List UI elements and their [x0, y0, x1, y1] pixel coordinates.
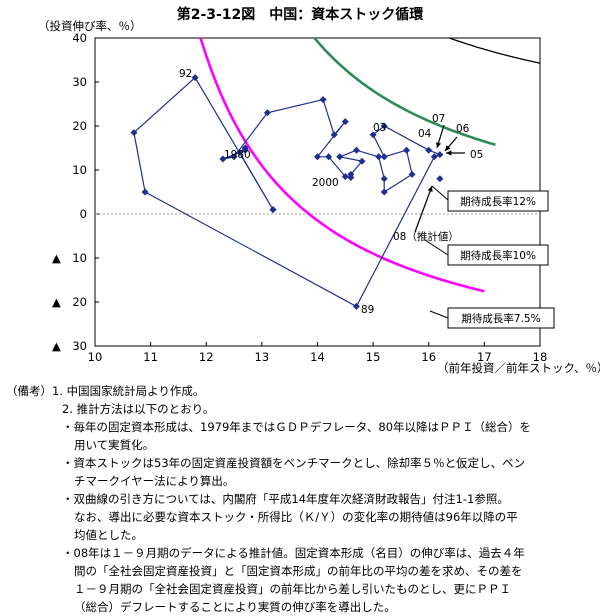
legend-box: [447, 244, 549, 266]
note-line: ・資本ストックは53年の固定資産投資額をベンチマークとし、除却率５％と仮定し、ベ…: [62, 456, 526, 470]
data-point: [219, 155, 227, 163]
legend-label: 期待成長率7.5%: [461, 312, 540, 325]
note-line: ・毎年の固定資本形成は、1979年まではＧＤＰデフレータ、80年以降はＰＰＩ（総…: [62, 420, 532, 434]
x-tick-label: 18: [533, 350, 548, 364]
y-tick-label: ▲ 20: [52, 295, 87, 309]
note-line: （総合）デフレートすることにより実質の伸び率を導出した。: [74, 600, 396, 614]
data-point: [269, 206, 277, 214]
data-point: [358, 157, 366, 165]
chart-title: 第2-3-12図 中国：資本ストック循環: [176, 7, 424, 23]
x-tick-label: 11: [143, 350, 158, 364]
note-line: なお、導出に必要な資本ストック・所得比（Ｋ/Ｙ）の変化率の期待値は96年以降の平: [74, 510, 518, 524]
arrow-head: [446, 150, 452, 156]
legend-leader: [429, 310, 449, 319]
y-tick-label: ▲ 30: [52, 339, 87, 353]
data-point: [336, 153, 344, 161]
data-point: [314, 153, 321, 161]
data-point: [236, 148, 244, 156]
note-line: １－９月期の「全社会固定資産投資」の前年比から差し引いたものとし、更にＰＰＩ: [74, 582, 511, 596]
y-tick-label: 10: [72, 163, 87, 177]
series: [130, 74, 444, 310]
data-point: [319, 96, 327, 104]
note-line: 均値とした。: [74, 528, 143, 542]
data-point: [436, 151, 444, 159]
data-point: [380, 122, 388, 130]
data-point: [325, 153, 333, 161]
data-point: [341, 173, 349, 181]
data-point: [380, 175, 388, 183]
point-label: 05: [470, 149, 483, 161]
data-point: [403, 146, 410, 154]
axes: 10 11 12 13 14 15 16 17 18 40 30 20 10 0 ▲ 10 ▲ 20 ▲ 30: [52, 31, 547, 364]
x-tick-label: 13: [255, 350, 270, 364]
arrow-head: [445, 145, 451, 151]
point-label: 03: [373, 122, 386, 134]
note-line: 2. 推計方法は以下のとおり。: [62, 402, 215, 416]
note-line: （備考）1. 中国国家統計局より作成。: [6, 384, 205, 398]
data-point: [408, 170, 416, 178]
x-tick-label: 15: [366, 350, 381, 364]
legend-leader: [424, 239, 449, 256]
data-point: [380, 153, 388, 161]
note-line: ・08年は１－９月期のデータによる推計値。固定資本形成（名目）の伸び率は、過去４…: [62, 546, 525, 560]
data-point: [380, 188, 388, 196]
legend-box: [447, 190, 549, 212]
y-tick-label: 30: [72, 75, 87, 89]
curve-2: [312, 38, 496, 147]
note-line: 用いて実質化。: [74, 438, 155, 452]
legend-label: 期待成長率12%: [460, 195, 536, 208]
data-point: [330, 131, 338, 139]
x-tick-label: 14: [310, 350, 325, 364]
point-label: 2000: [312, 177, 339, 189]
point-label: 07: [432, 113, 445, 125]
point-label: 04: [418, 128, 432, 140]
x-tick-label: 10: [88, 350, 103, 364]
data-point: [263, 109, 271, 117]
arrow-line: [414, 185, 433, 233]
note-line: チマークイヤー法により算出。: [74, 474, 235, 488]
data-point: [352, 146, 360, 154]
data-point: [191, 74, 199, 82]
x-tick-label: 17: [477, 350, 492, 364]
legend-box: [447, 307, 555, 329]
data-point: [341, 118, 349, 126]
curve-1: [447, 38, 540, 64]
legend-leader: [431, 185, 449, 201]
arrow-head: [427, 186, 433, 192]
data-point: [141, 188, 149, 196]
y-axis-label: （投資伸び率、％）: [38, 19, 142, 33]
data-point: [230, 153, 238, 161]
data-point: [425, 146, 433, 154]
curve-3: [199, 38, 485, 293]
note-line: ・双曲線の引き方については、内閣府「平成14年度年次経済財政報告」付注1-1参照…: [62, 492, 509, 506]
note-line: 間の「全社会固定資産投資」と「固定資本形成」の前年比の平均の差を求め、その差を: [74, 564, 523, 578]
y-tick-label: 40: [72, 31, 87, 45]
point-label: 06: [456, 123, 470, 135]
data-point: [375, 153, 383, 161]
x-axis-label: （前年投資／前年ストック、％）: [437, 361, 600, 375]
point-label: 92: [179, 68, 192, 80]
y-tick-label: 20: [72, 119, 87, 133]
data-point: [369, 131, 377, 139]
x-tick-label: 12: [199, 350, 214, 364]
point-label: 1980: [224, 149, 251, 161]
data-point-estimate: [436, 175, 444, 183]
point-label: 89: [361, 304, 374, 316]
data-point: [130, 129, 138, 137]
data-point: [430, 153, 438, 161]
curves: [199, 38, 540, 293]
data-point: [352, 302, 360, 310]
y-tick-label: 0: [80, 207, 87, 221]
x-tick-label: 16: [421, 350, 436, 364]
arrow-head: [436, 142, 442, 148]
data-point: [347, 170, 355, 178]
legend-label: 期待成長率10%: [460, 249, 536, 262]
point-label: 08（推計値）: [393, 230, 459, 243]
y-tick-label: ▲ 10: [52, 251, 87, 265]
data-point: [241, 146, 249, 154]
series-line: [133, 76, 442, 308]
